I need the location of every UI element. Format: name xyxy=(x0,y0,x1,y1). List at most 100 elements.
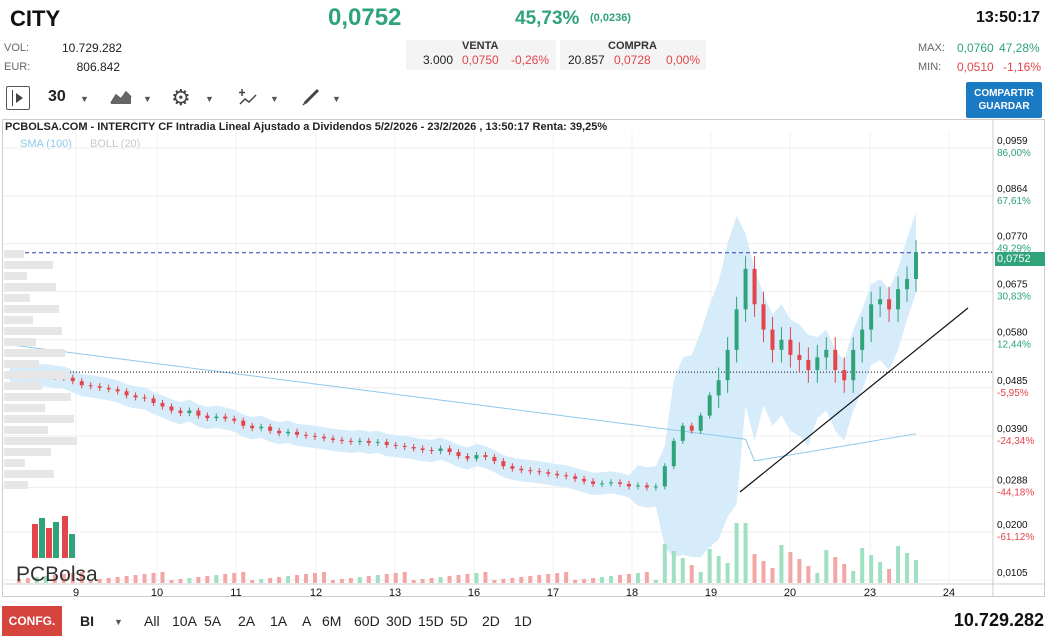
candle-body xyxy=(905,279,910,290)
chart-type-dropdown-icon[interactable]: ▼ xyxy=(143,94,152,104)
legend-sma[interactable]: SMA (100) xyxy=(20,138,72,150)
candle-body xyxy=(878,299,883,305)
volume-bar xyxy=(869,555,874,583)
config-button[interactable]: CONFG. xyxy=(2,606,62,636)
candle-body xyxy=(824,349,829,358)
range-60d[interactable]: 60D xyxy=(354,613,380,629)
candle-body xyxy=(752,268,757,305)
candle-body xyxy=(133,395,138,398)
volume-profile-bar xyxy=(4,371,68,379)
range-all[interactable]: All xyxy=(144,613,160,629)
volume-bar xyxy=(878,562,883,583)
range-10a[interactable]: 10A xyxy=(172,613,197,629)
volume-bar xyxy=(788,552,793,583)
pencil-icon[interactable] xyxy=(302,88,322,106)
range-30d[interactable]: 30D xyxy=(386,613,412,629)
candle-body xyxy=(770,329,775,350)
volume-profile-bar xyxy=(4,294,30,302)
candle-body xyxy=(375,441,380,443)
volume-profile-bar xyxy=(4,382,42,390)
volume-bar xyxy=(304,574,309,583)
volume-bar xyxy=(321,572,326,583)
current-price-tag: 0,0752 xyxy=(995,252,1045,266)
y-tick-price: 0,0200 xyxy=(997,520,1028,531)
volume-bar xyxy=(411,580,416,583)
volume-bar xyxy=(546,574,551,583)
y-tick-price: 0,0485 xyxy=(997,376,1028,387)
legend-bollinger[interactable]: BOLL (20) xyxy=(90,138,141,150)
range-2a[interactable]: 2A xyxy=(238,613,256,629)
candle-body xyxy=(860,329,865,350)
logo-text: PCBolsa xyxy=(16,563,98,586)
range-5a[interactable]: 5A xyxy=(204,613,222,629)
candle-body xyxy=(761,304,766,330)
candle-body xyxy=(232,418,237,421)
range-2d[interactable]: 2D xyxy=(482,613,500,629)
volume-bar xyxy=(887,569,892,583)
volume-bar xyxy=(626,574,631,583)
range-15d[interactable]: 15D xyxy=(418,613,444,629)
volume-profile-bar xyxy=(4,393,71,401)
volume-bar xyxy=(555,573,560,583)
volume-bar xyxy=(187,578,192,583)
volume-bar xyxy=(896,546,901,583)
volume-bar xyxy=(635,573,640,583)
y-tick-percent: -24,34% xyxy=(997,436,1034,447)
y-tick-price: 0,0675 xyxy=(997,280,1028,291)
candle-body xyxy=(501,461,506,467)
candle-body xyxy=(411,446,416,449)
range-5d[interactable]: 5D xyxy=(450,613,468,629)
volume-bar xyxy=(734,523,739,583)
x-tick-label: 9 xyxy=(73,587,79,599)
euro-volume-label: EUR: xyxy=(4,61,31,73)
candle-body xyxy=(716,380,721,396)
candle-body xyxy=(196,410,201,416)
mode-selector[interactable]: BI xyxy=(80,613,94,629)
volume-bar xyxy=(88,580,93,583)
y-tick-price: 0,0105 xyxy=(997,568,1028,579)
volume-bar xyxy=(842,564,847,583)
volume-profile-bar xyxy=(4,426,48,434)
interval-selector[interactable]: 30 xyxy=(48,88,66,105)
indicator-icon[interactable] xyxy=(238,88,258,106)
volume-bar xyxy=(528,576,533,583)
gear-icon[interactable]: ⚙ xyxy=(171,85,191,110)
volume-bar xyxy=(537,575,542,583)
chart-frame[interactable] xyxy=(2,119,1045,597)
volume-bar xyxy=(447,576,452,583)
volume-profile-bar xyxy=(4,470,54,478)
volume-bar xyxy=(779,545,784,583)
volume-profile-bar xyxy=(4,327,62,335)
range-a[interactable]: A xyxy=(302,613,312,629)
y-tick-price: 0,0390 xyxy=(997,424,1028,435)
play-panel-icon[interactable] xyxy=(6,86,30,110)
volume-bar xyxy=(375,575,380,583)
candle-body xyxy=(653,486,658,488)
range-6m[interactable]: 6M xyxy=(322,613,342,629)
interval-dropdown-icon[interactable]: ▼ xyxy=(80,94,89,104)
candle-body xyxy=(124,391,129,396)
volume-bar xyxy=(106,578,111,583)
volume-bar xyxy=(519,577,524,583)
settings-dropdown-icon[interactable]: ▼ xyxy=(205,94,214,104)
max-price: 0,0760 xyxy=(957,41,994,55)
volume-bar xyxy=(815,573,820,583)
candle-body xyxy=(483,455,488,458)
candle-body xyxy=(887,299,892,310)
volume-bar xyxy=(573,580,578,583)
indicator-dropdown-icon[interactable]: ▼ xyxy=(270,94,279,104)
range-1a[interactable]: 1A xyxy=(270,613,288,629)
range-1d[interactable]: 1D xyxy=(514,613,532,629)
volume-profile-bar xyxy=(4,305,59,313)
share-save-button[interactable]: COMPARTIR GUARDAR xyxy=(966,82,1042,118)
min-percent: -1,16% xyxy=(1003,60,1042,74)
sell-book-panel xyxy=(406,40,556,70)
candle-body xyxy=(214,416,219,419)
volume-bar xyxy=(61,574,66,583)
area-chart-icon[interactable] xyxy=(110,89,132,105)
candle-body xyxy=(582,478,587,482)
draw-dropdown-icon[interactable]: ▼ xyxy=(332,94,341,104)
mode-dropdown-icon[interactable]: ▼ xyxy=(114,617,123,627)
volume-bar xyxy=(34,577,39,583)
